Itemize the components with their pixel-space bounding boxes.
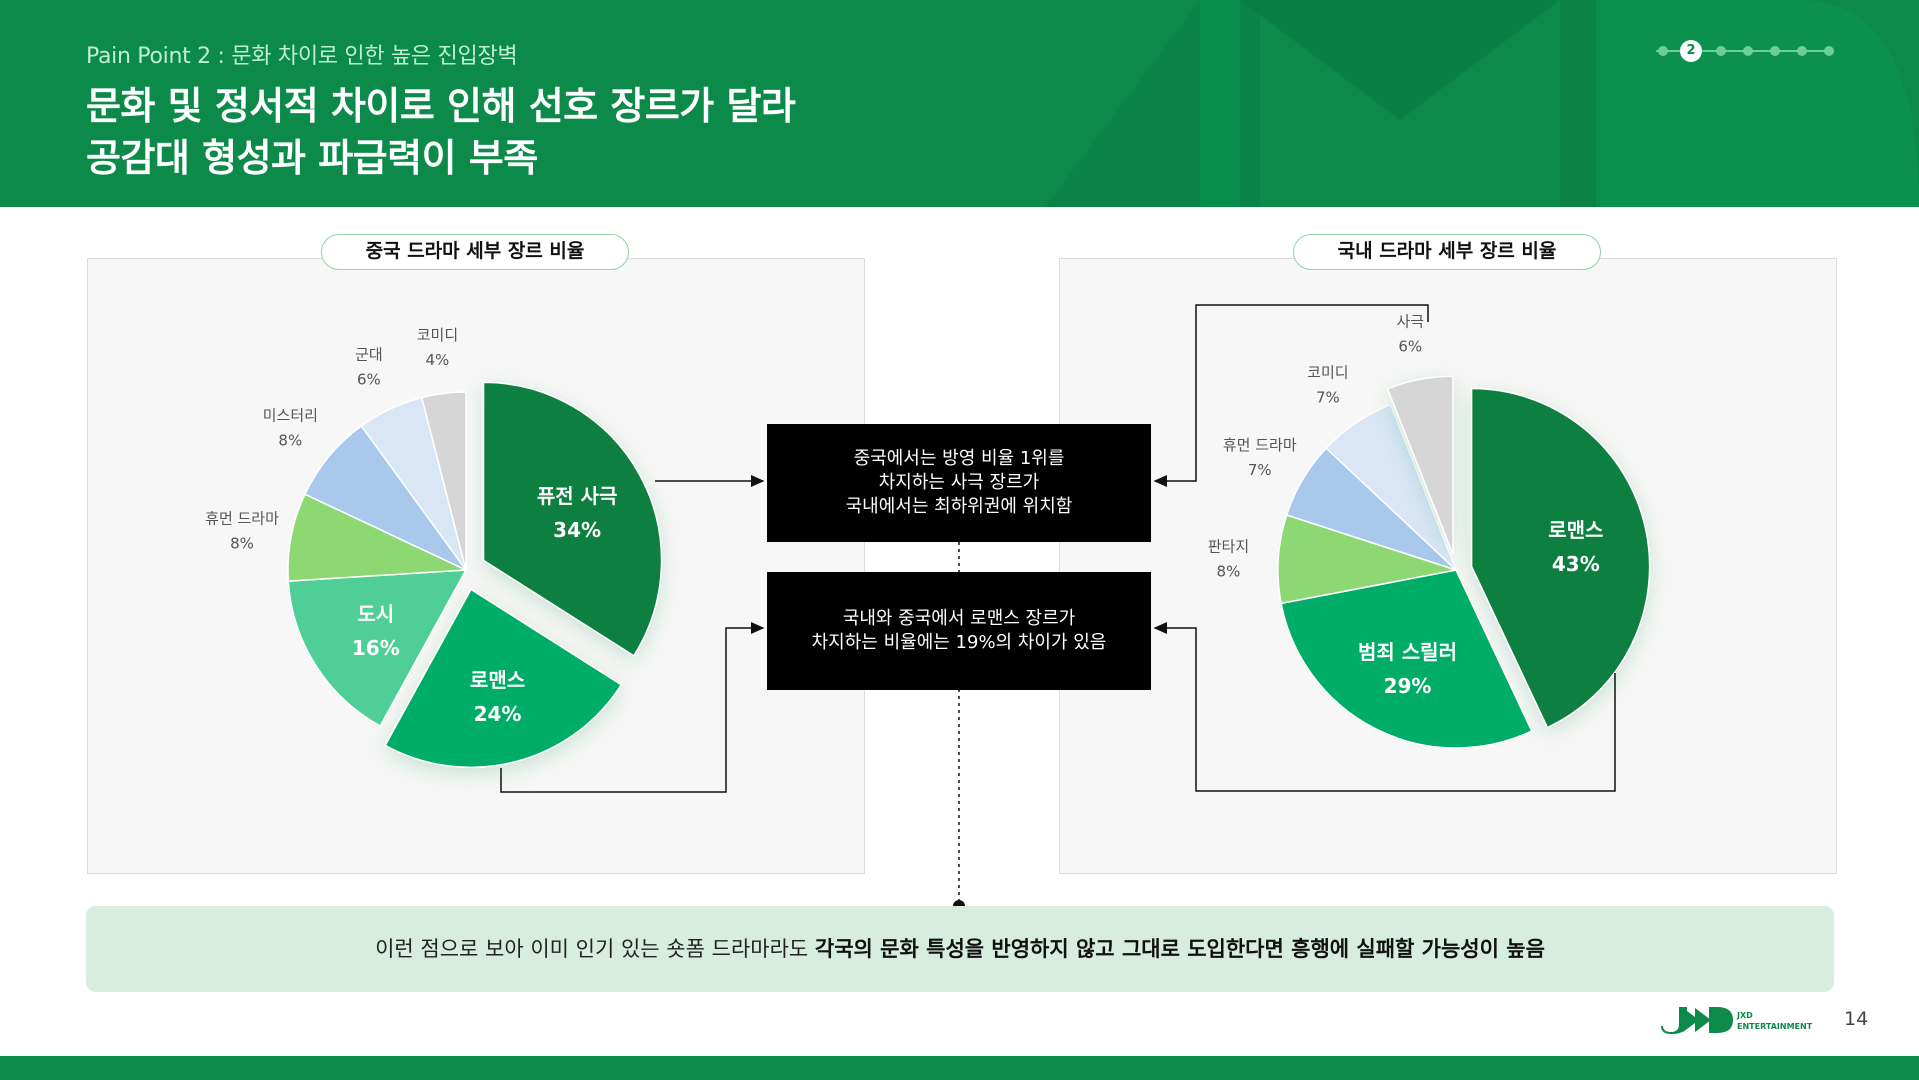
slice-value-label: 6% [1398,337,1422,355]
pie-slice [1325,403,1457,571]
slice-value-label: 8% [230,534,254,552]
slice-label: 휴먼 드라마 [205,509,279,527]
page-title-line-1: 문화 및 정서적 차이로 인해 선호 장르가 달라 [86,84,796,128]
slice-value-label: 43% [1552,552,1600,576]
slice-value-label: 24% [474,702,522,726]
page-title-line-2: 공감대 형성과 파급력이 부족 [86,136,538,180]
slice-value-label: 7% [1316,388,1340,406]
page-indicator: 2 [1650,40,1840,62]
connector-romance-right-to-callout [1153,622,1616,792]
pie-slice [482,381,663,657]
page-title: 문화 및 정서적 차이로 인해 선호 장르가 달라 공감대 형성과 파급력이 부… [86,80,796,184]
china-genre-panel [87,258,865,874]
connector-romance-left-to-callout [500,622,765,793]
slice-label: 군대 [355,346,383,364]
pie-slice [287,493,467,582]
conclusion-box: 이런 점으로 보아 이미 인기 있는 숏폼 드라마라도 각국의 문화 특성을 반… [86,906,1834,992]
callout-line: 차지하는 사극 장르가 [878,472,1040,493]
pie-slice [287,569,468,728]
pie-slice [303,424,467,571]
slice-label: 로맨스 [1548,518,1603,542]
connector-sageuk-right-to-callout [1153,304,1429,487]
slice-label: 코미디 [1307,363,1348,381]
pager-line [1656,50,1826,52]
slice-label: 휴먼 드라마 [1223,436,1297,454]
slice-value-label: 16% [352,636,400,660]
logo-wordmark-top: JXD [1736,1011,1753,1020]
pie-slice [1386,375,1454,555]
header-banner: Pain Point 2 : 문화 차이로 인한 높은 진입장벽 문화 및 정서… [0,0,1919,207]
slice-label: 사극 [1396,312,1424,330]
pager-dot-active[interactable]: 2 [1680,40,1702,62]
korea-chart-title: 국내 드라마 세부 장르 비율 [1293,234,1601,270]
pie-slice [1277,514,1457,605]
china-pie-chart: 퓨전 사극 34% 로맨스 24% 도시 16% 휴먼 드라마 8% 미스터리 8% 군대 6% 코미디… [205,326,663,769]
logo-wordmark-bottom: ENTERTAINMENT [1737,1022,1813,1031]
conclusion-text: 이런 점으로 보아 이미 인기 있는 숏폼 드라마라도 [375,937,815,961]
china-chart-title: 중국 드라마 세부 장르 비율 [321,234,629,270]
conclusion-emphasis: 각국의 문화 특성을 반영하지 않고 그대로 도입한다면 흥행에 실패할 가능성… [814,937,1545,961]
pager-dot[interactable] [1716,46,1726,56]
pager-dot[interactable] [1824,46,1834,56]
pie-slice [1280,569,1533,749]
slice-label: 도시 [357,602,394,626]
slice-value-label: 8% [278,432,302,450]
slice-value-label: 34% [553,518,601,542]
jxd-logo: JXD ENTERTAINMENT [1661,1007,1813,1034]
slice-label: 판타지 [1208,538,1249,556]
pager-dot[interactable] [1658,46,1668,56]
callout-line: 국내에서는 최하위권에 위치함 [845,496,1073,517]
korea-pie-chart: 로맨스 43% 범죄 스릴러 29% 판타지 8% 휴먼 드라마 7% 코미디 7% 사극 6% [1208,312,1651,749]
pager-dot[interactable] [1770,46,1780,56]
callout-line: 중국에서는 방영 비율 1위를 [853,448,1065,469]
slice-value-label: 4% [426,351,450,369]
callout-line: 차지하는 비율에는 19%의 차이가 있음 [811,632,1107,653]
slice-value-label: 6% [357,371,381,389]
footer-bar [0,1056,1919,1080]
slice-value-label: 8% [1217,563,1241,581]
page-kicker: Pain Point 2 : 문화 차이로 인한 높은 진입장벽 [86,44,518,69]
slice-label: 로맨스 [470,668,525,692]
slice-label: 코미디 [417,326,458,344]
page-number: 14 [1844,1008,1869,1030]
callout-sageuk-gap: 중국에서는 방영 비율 1위를 차지하는 사극 장르가 국내에서는 최하위권에 … [767,424,1151,542]
pie-slice [420,391,467,571]
slice-label: 퓨전 사극 [537,484,618,508]
slice-label: 미스터리 [263,407,318,425]
slice-value-label: 7% [1248,461,1272,479]
slice-label: 범죄 스릴러 [1358,640,1457,664]
slice-value-label: 29% [1384,674,1432,698]
pager-dot[interactable] [1743,46,1753,56]
callout-line: 국내와 중국에서 로맨스 장르가 [842,608,1076,629]
pie-slice [1470,387,1651,729]
pie-slice [384,588,623,769]
callout-romance-gap: 국내와 중국에서 로맨스 장르가 차지하는 비율에는 19%의 차이가 있음 [767,572,1151,690]
pager-dot[interactable] [1797,46,1807,56]
